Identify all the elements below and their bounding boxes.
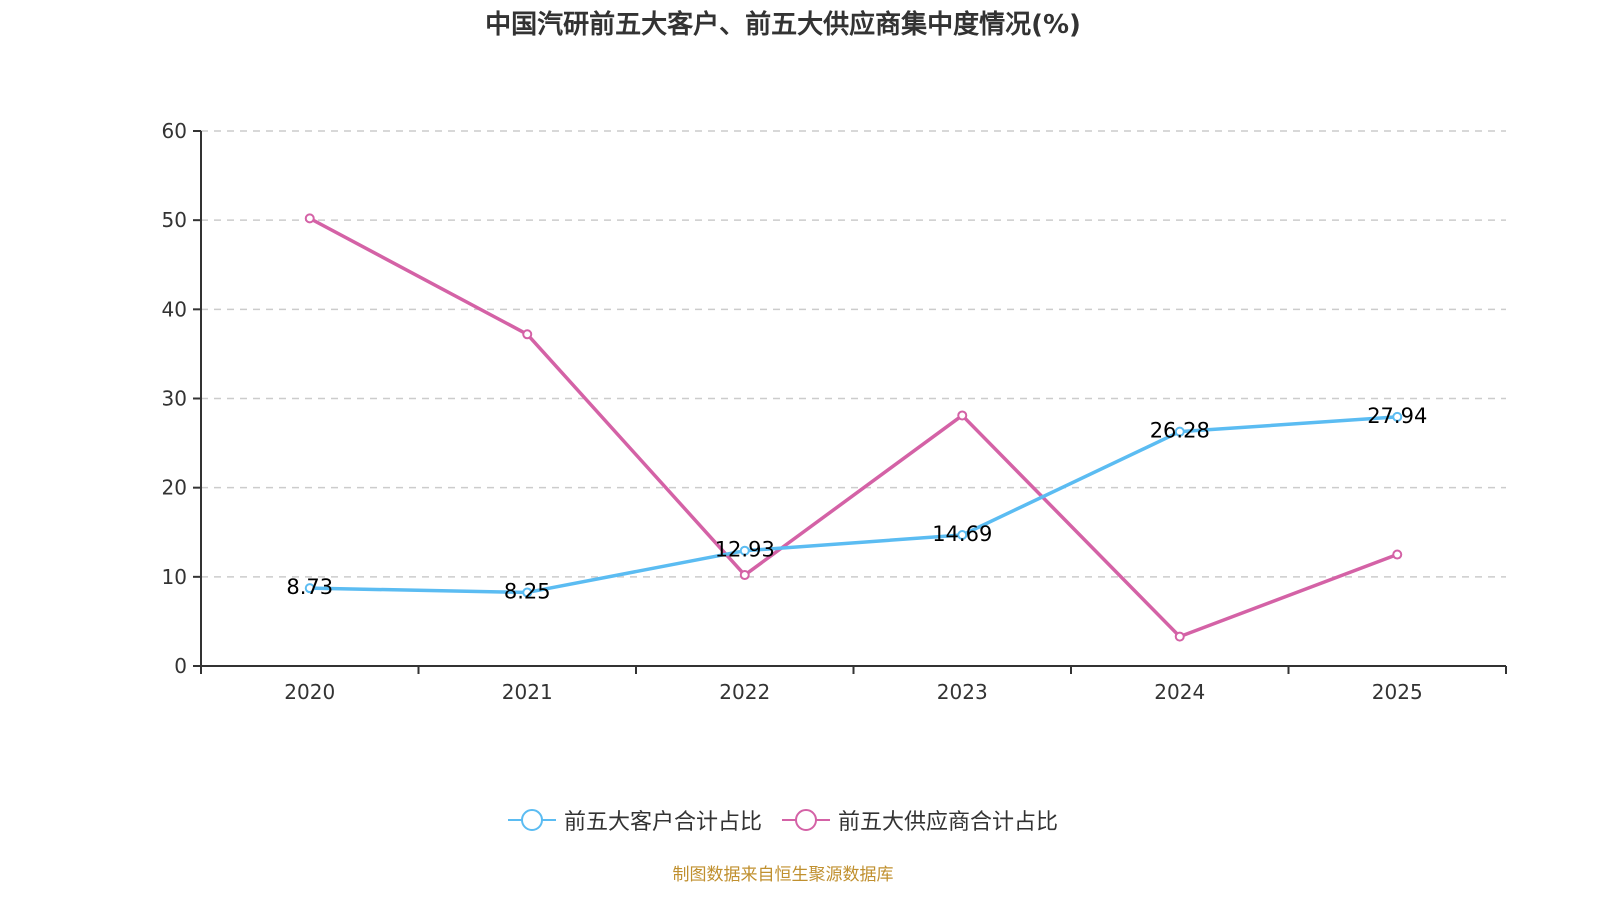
source-note: 制图数据来自恒生聚源数据库: [672, 865, 894, 885]
x-tick-label: 2024: [1154, 680, 1205, 704]
series-line: [308, 216, 1398, 639]
y-tick-label: 0: [174, 654, 187, 678]
x-tick-label: 2021: [502, 680, 553, 704]
x-tick-label: 2020: [284, 680, 335, 704]
series-line: [309, 415, 1398, 595]
data-point: [304, 213, 315, 224]
data-label: 12.93: [715, 538, 775, 562]
legend-item-suppliers[interactable]: 前五大供应商合计占比: [782, 804, 1058, 836]
data-label: 26.28: [1150, 419, 1210, 443]
legend: 前五大客户合计占比 前五大供应商合计占比: [0, 804, 1566, 836]
x-tick-label: 2025: [1372, 680, 1423, 704]
x-tick-label: 2023: [937, 680, 988, 704]
gridlines: [201, 130, 1506, 578]
data-point: [1174, 426, 1185, 437]
legend-line-circle-icon: [782, 809, 830, 831]
x-tick-label: 2022: [719, 680, 770, 704]
data-labels: 8.73 8.25 12.93 14.69 26.28 27.94: [286, 404, 1427, 604]
data-point: [1174, 631, 1185, 642]
data-point: [957, 530, 968, 541]
y-tick-label: 30: [162, 387, 187, 411]
data-label: 14.69: [932, 522, 992, 546]
data-label: 8.25: [504, 579, 551, 603]
y-tick-label: 20: [162, 476, 187, 500]
data-label: 8.73: [286, 575, 333, 599]
data-point: [739, 570, 750, 581]
series-lines: [304, 213, 1403, 642]
axes: 0 10 20 30 40 50 60 2020 2021 2022 2023 2024 2025: [162, 119, 1507, 704]
chart-title: 中国汽研前五大客户、前五大供应商集中度情况(%): [485, 10, 1081, 40]
data-label: 27.94: [1367, 404, 1427, 428]
data-point: [1392, 411, 1403, 422]
y-tick-label: 60: [162, 119, 187, 143]
data-point: [739, 545, 750, 556]
data-point: [304, 583, 315, 594]
y-tick-label: 50: [162, 208, 187, 232]
data-point: [522, 587, 533, 598]
data-point: [522, 329, 533, 340]
data-point: [957, 410, 968, 421]
data-point: [1392, 549, 1403, 560]
legend-label: 前五大供应商合计占比: [838, 810, 1059, 835]
y-tick-label: 40: [162, 297, 187, 321]
y-tick-label: 10: [162, 565, 187, 589]
legend-label: 前五大客户合计占比: [563, 810, 762, 835]
legend-item-customers[interactable]: 前五大客户合计占比: [507, 804, 762, 836]
legend-line-circle-icon: [507, 809, 556, 831]
